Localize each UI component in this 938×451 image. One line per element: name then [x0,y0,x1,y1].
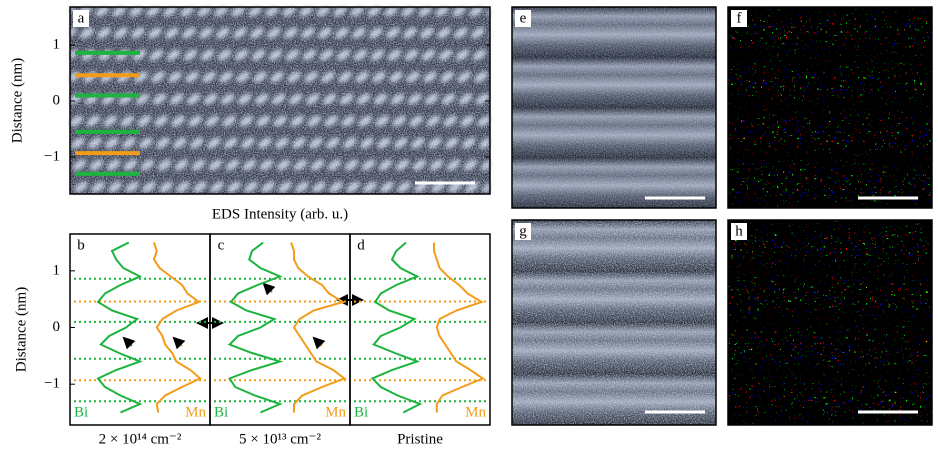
y-tick-label: 0 [53,92,61,108]
panel-letter: c [218,237,225,253]
y-tick-label: 0 [53,319,61,335]
y-tick-label: −1 [44,376,60,392]
panel-letter-box [73,10,89,27]
panel-letter-box [515,10,531,27]
panel-letter: h [735,223,743,239]
image-noise [512,7,716,208]
y-tick-label: −1 [44,148,60,164]
image-noise [70,7,490,194]
panel-letter-box [213,237,229,254]
band-shade [728,220,932,425]
panel-frame [511,6,717,209]
profile-line [152,242,203,413]
series-label: Mn [185,404,206,420]
series-label: Bi [74,404,88,420]
panel-frame [727,6,933,209]
decor [122,282,364,350]
panel-letter: g [519,223,527,239]
panel-letter-box [73,237,89,254]
panel-letter: f [737,10,742,26]
panel-frame [349,233,491,426]
series-label: Bi [214,404,228,420]
profile-line [433,242,486,413]
series-label: Mn [465,404,486,420]
y-tick-label: 1 [53,37,61,53]
panel-frame [69,6,491,195]
x-label: 5 × 10¹³ cm⁻² [239,431,321,447]
panel-letter: a [78,10,85,26]
profile-line [227,241,284,414]
series-label: Mn [325,404,346,420]
panel-frame [209,233,351,426]
x-label: Pristine [397,431,443,447]
panel-letter: b [77,237,85,253]
shared-x-label: EDS Intensity (arb. u.) [212,206,348,222]
panel-letter: d [357,237,365,253]
panel-letter-box [731,223,747,240]
panel-letter: e [520,10,527,26]
series-label: Bi [354,404,368,420]
panel-letter-box [515,223,531,240]
panel-letter-box [731,10,747,27]
profile-line [96,241,143,414]
panel-frame [69,233,211,426]
x-label: 2 × 10¹⁴ cm⁻² [99,431,182,447]
panel-letter-box [353,237,369,254]
panel-frame [727,219,933,426]
y-tick-label: 1 [53,262,61,278]
profile-line [370,241,423,414]
y-label: Distance (nm) [9,58,25,143]
panel-frame [511,219,717,426]
band-shade [728,7,932,208]
image-noise [512,220,716,425]
profile-line [290,242,347,413]
y-label: Distance (nm) [13,287,29,372]
